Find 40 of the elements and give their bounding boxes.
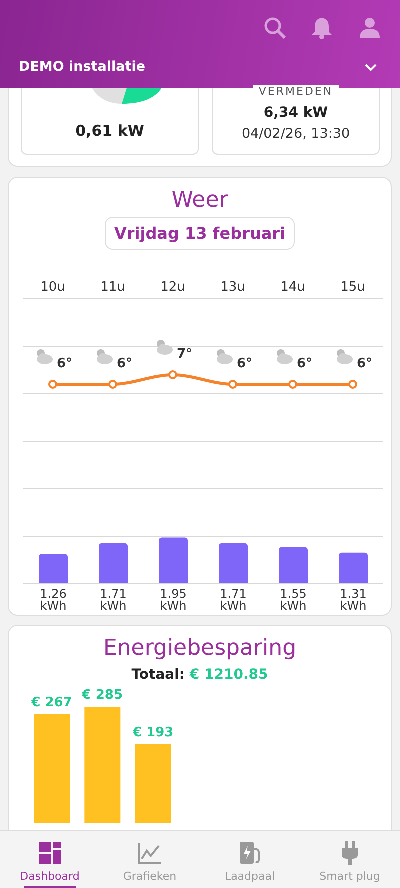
bar xyxy=(99,543,128,584)
text: Laadpaal xyxy=(224,870,276,883)
data-label: 6° xyxy=(357,356,373,372)
text: 04/02/26, 13:30 xyxy=(240,126,352,142)
x-tick-label: 10u xyxy=(40,280,66,295)
data-label: 6° xyxy=(297,356,313,372)
text: Dashboard xyxy=(20,870,80,883)
chart-subtitle: Vrijdag 13 februari xyxy=(105,217,295,250)
data-label: 1.26 kWh xyxy=(40,587,67,613)
bar xyxy=(219,543,248,584)
bar xyxy=(159,538,188,584)
x-tick-label: 13u xyxy=(220,280,246,295)
text: Grafieken xyxy=(123,870,177,883)
chart-title: Weer xyxy=(170,188,230,213)
data-label: 6° xyxy=(237,356,253,372)
data-label: € 285 xyxy=(81,688,124,703)
bar xyxy=(279,547,308,584)
text: Smart plug xyxy=(320,870,380,883)
chart-subtitle: Totaal: € 1210.85 xyxy=(132,667,268,683)
data-label: 1.55 kWh xyxy=(280,587,307,613)
data-label: 6° xyxy=(117,356,133,372)
bar xyxy=(39,554,68,584)
x-tick-label: 14u xyxy=(280,280,306,295)
data-label: 6° xyxy=(57,356,73,372)
bar xyxy=(339,552,368,584)
text: DEMO installatie xyxy=(19,59,146,75)
data-label: 1.71 kWh xyxy=(100,587,127,613)
x-tick-label: 15u xyxy=(340,280,366,295)
data-label: 1.95 kWh xyxy=(160,587,187,613)
data-label: 1.71 kWh xyxy=(220,587,247,613)
data-label: 7° xyxy=(177,347,193,362)
x-tick-label: 11u xyxy=(100,280,126,295)
data-label: € 193 xyxy=(132,725,174,740)
data-label: € 267 xyxy=(30,695,72,710)
text: 0,61 kW xyxy=(74,122,146,140)
text: VERMEDEN xyxy=(252,85,340,98)
text: 6,34 kW xyxy=(262,105,330,121)
chart-title: Energiebesparing xyxy=(102,636,298,661)
x-tick-label: 12u xyxy=(160,280,186,295)
data-label: 1.31 kWh xyxy=(340,587,367,613)
